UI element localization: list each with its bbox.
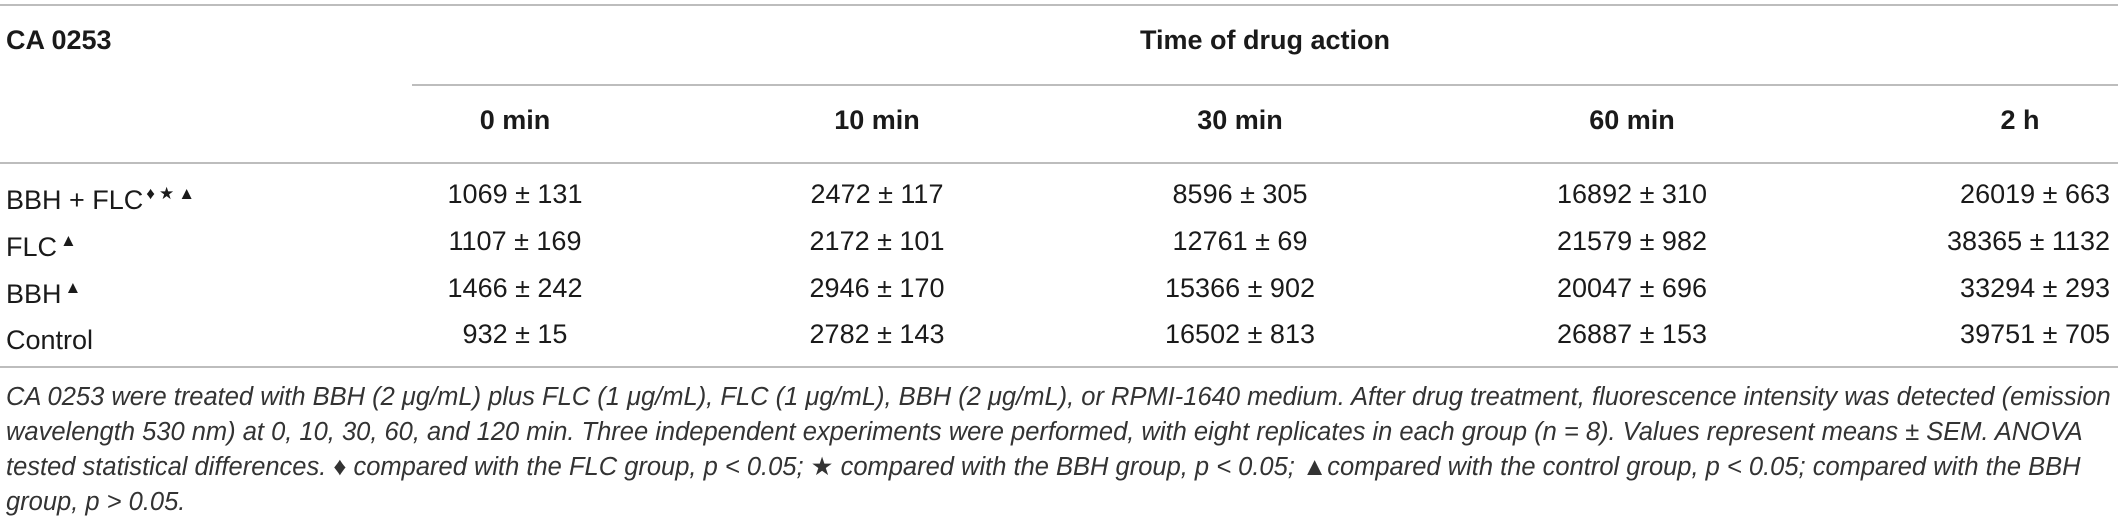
table-footnote: CA 0253 were treated with BBH (2 μg/mL) … <box>6 383 2111 516</box>
significance-marks: ♦★▲ <box>146 184 200 203</box>
table-cell: 26887 ± 153 <box>1557 319 1707 349</box>
table-cell: 932 ± 15 <box>462 319 568 349</box>
column-header: 0 min <box>479 105 551 135</box>
group-header-rule <box>412 84 2118 86</box>
table-cell: 21579 ± 982 <box>1557 226 1707 256</box>
table-cell: 2782 ± 143 <box>809 319 945 349</box>
table-cell: 38365 ± 1132 <box>1947 226 2110 256</box>
column-header: 60 min <box>1589 105 1675 135</box>
group-header: Time of drug action <box>1139 25 1391 55</box>
header-bottom-rule <box>0 162 2118 164</box>
table-cell: 2172 ± 101 <box>809 226 945 256</box>
table-cell: 1107 ± 169 <box>448 226 582 256</box>
significance-marks: ▲ <box>64 278 86 297</box>
table-cell: 1069 ± 131 <box>447 179 583 209</box>
table-cell: 2946 ± 170 <box>809 273 945 303</box>
column-header: 2 h <box>2000 105 2040 135</box>
table-top-rule <box>0 4 2118 6</box>
table-cell: 12761 ± 69 <box>1172 226 1308 256</box>
table-cell: 8596 ± 305 <box>1172 179 1308 209</box>
table-cell: 15366 ± 902 <box>1165 273 1315 303</box>
significance-marks: ▲ <box>60 231 81 250</box>
column-header: 10 min <box>834 105 920 135</box>
table-cell: 16502 ± 813 <box>1165 319 1315 349</box>
column-header: 30 min <box>1197 105 1283 135</box>
table-bottom-rule <box>0 366 2118 368</box>
table-cell: 1466 ± 242 <box>447 273 583 303</box>
table-cell: 2472 ± 117 <box>810 179 944 209</box>
table-cell: 26019 ± 663 <box>1960 179 2110 209</box>
table-cell: 33294 ± 293 <box>1960 273 2110 303</box>
table-cell: 16892 ± 310 <box>1557 179 1707 209</box>
corner-label: CA 0253 <box>6 25 112 55</box>
row-label: FLC ▲ <box>6 231 81 262</box>
row-label: BBH + FLC ♦★▲ <box>6 184 200 215</box>
row-label: BBH ▲ <box>6 278 86 309</box>
row-label: Control <box>6 325 94 355</box>
table-cell: 20047 ± 696 <box>1557 273 1707 303</box>
table-cell: 39751 ± 705 <box>1960 319 2110 349</box>
